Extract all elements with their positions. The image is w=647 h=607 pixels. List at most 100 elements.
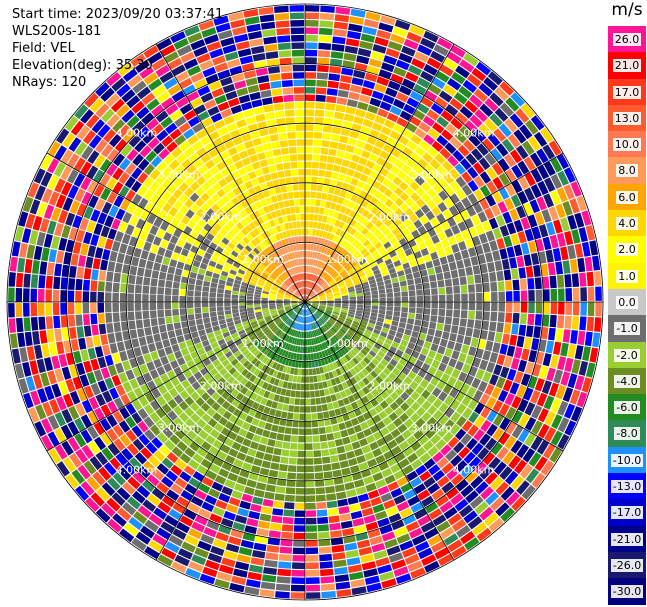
velocity-gate [326, 248, 332, 256]
velocity-gate [317, 290, 324, 295]
velocity-gate [294, 345, 298, 353]
velocity-gate [434, 329, 443, 338]
velocity-gate [309, 383, 315, 391]
velocity-gate [135, 311, 142, 320]
velocity-gate [179, 423, 191, 434]
velocity-gate [283, 334, 289, 341]
velocity-gate [349, 84, 362, 94]
velocity-gate [245, 77, 258, 87]
velocity-gate [447, 78, 462, 91]
velocity-gate [228, 229, 237, 238]
velocity-gate [100, 87, 115, 102]
velocity-gate [297, 154, 305, 161]
velocity-gate [67, 153, 80, 168]
colorbar-tick-label: 21.0 [612, 59, 642, 73]
velocity-gate [323, 313, 330, 318]
velocity-gate [215, 531, 229, 542]
velocity-gate [45, 289, 52, 302]
velocity-gate [300, 206, 305, 213]
velocity-gate [267, 477, 277, 485]
velocity-gate [254, 411, 263, 420]
velocity-gate [426, 176, 437, 187]
velocity-gate [346, 370, 354, 379]
velocity-gate [443, 533, 459, 546]
velocity-gate [332, 211, 339, 219]
velocity-gate [427, 534, 443, 547]
velocity-gate [200, 135, 212, 146]
velocity-gate [107, 148, 120, 162]
velocity-gate [258, 388, 266, 397]
velocity-gate [336, 265, 343, 272]
velocity-gate [106, 177, 118, 191]
velocity-gate [284, 306, 292, 310]
velocity-gate [100, 187, 111, 201]
colorbar-tick-label: 1.0 [616, 269, 638, 283]
velocity-gate [179, 289, 187, 296]
velocity-gate [107, 442, 120, 456]
velocity-gate [147, 252, 156, 262]
velocity-gate [190, 365, 199, 375]
velocity-gate [347, 267, 354, 274]
velocity-gate [273, 251, 279, 259]
start-time-label: Start time: [12, 7, 82, 22]
velocity-gate [310, 307, 316, 312]
velocity-gate [254, 291, 262, 295]
velocity-gate [153, 217, 163, 228]
velocity-gate [391, 445, 402, 456]
velocity-gate [371, 290, 378, 295]
velocity-gate [322, 411, 330, 419]
velocity-gate [528, 240, 537, 254]
velocity-gate [224, 479, 236, 489]
velocity-gate [352, 392, 361, 401]
velocity-gate [363, 332, 371, 339]
velocity-gate [245, 389, 253, 398]
velocity-gate [315, 192, 322, 199]
velocity-gate [99, 173, 111, 187]
velocity-gate [371, 305, 379, 310]
velocity-gate [311, 236, 316, 244]
velocity-gate [445, 309, 453, 317]
velocity-gate [350, 349, 357, 357]
velocity-gate [300, 213, 305, 221]
velocity-gate [458, 268, 466, 277]
velocity-gate [463, 139, 476, 152]
velocity-gate [487, 133, 501, 147]
velocity-gate [257, 216, 265, 225]
velocity-gate [74, 417, 86, 432]
velocity-gate [272, 285, 279, 290]
velocity-gate [344, 278, 352, 284]
velocity-gate [462, 407, 473, 419]
velocity-gate [334, 305, 341, 308]
velocity-gate [373, 343, 382, 350]
velocity-gate [431, 288, 438, 295]
velocity-gate [259, 263, 267, 270]
velocity-gate [279, 312, 286, 317]
velocity-gate [425, 334, 434, 343]
velocity-gate [359, 258, 367, 266]
velocity-gate [153, 142, 165, 155]
velocity-gate [253, 386, 261, 394]
velocity-gate [333, 21, 349, 30]
velocity-gate [447, 155, 459, 167]
velocity-gate [410, 567, 426, 579]
velocity-gate [319, 434, 327, 442]
velocity-gate [137, 465, 151, 479]
velocity-gate [505, 183, 516, 197]
velocity-gate [148, 455, 161, 468]
velocity-gate [534, 211, 545, 226]
velocity-gate [33, 168, 46, 184]
velocity-gate [296, 308, 301, 314]
velocity-gate [174, 134, 187, 146]
velocity-gate [268, 126, 278, 135]
velocity-gate [156, 395, 167, 407]
velocity-gate [320, 374, 326, 381]
velocity-gate [477, 254, 486, 265]
velocity-gate [305, 213, 310, 221]
velocity-gate [458, 326, 466, 336]
velocity-gate [381, 327, 389, 334]
velocity-gate [332, 312, 339, 317]
velocity-gate [531, 472, 546, 488]
velocity-gate [223, 550, 238, 560]
velocity-gate [395, 396, 405, 406]
velocity-gate [353, 424, 363, 433]
